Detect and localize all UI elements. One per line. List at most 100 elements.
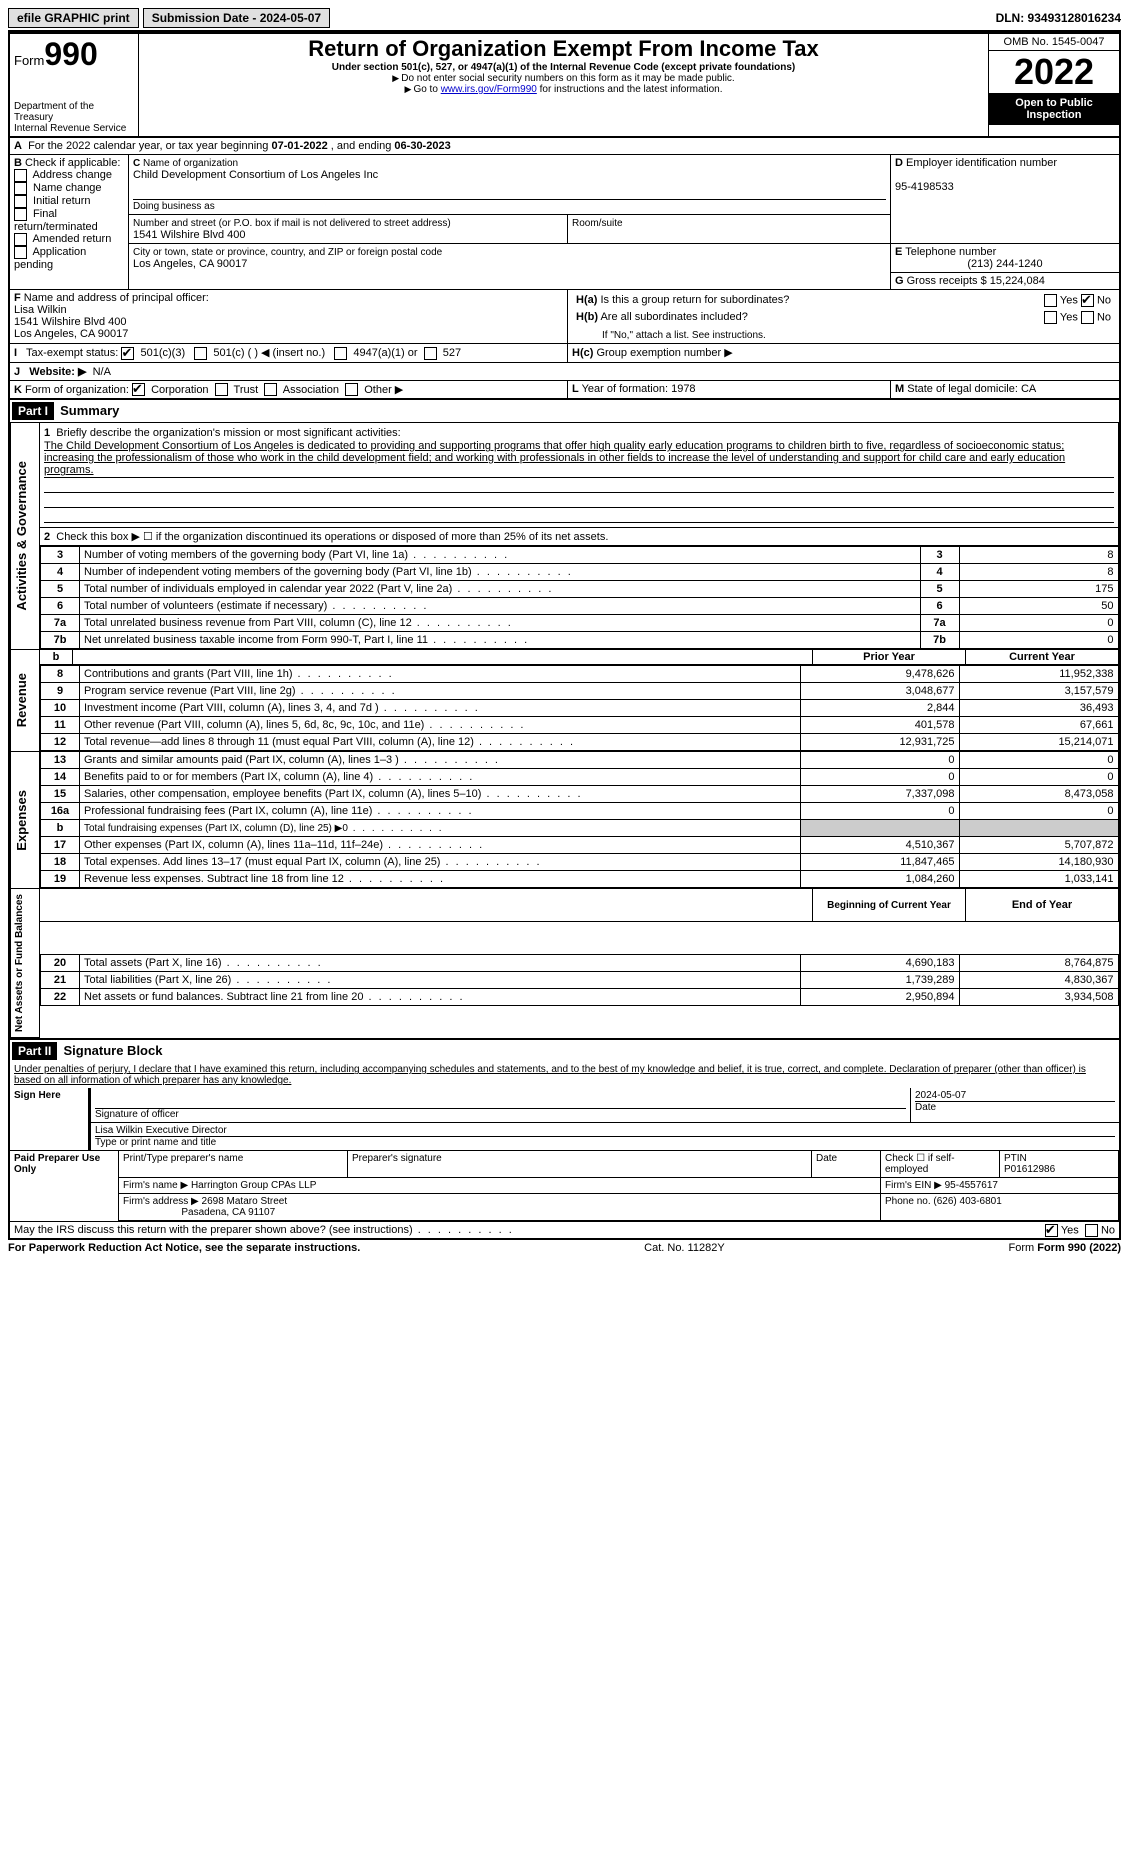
discuss-text: May the IRS discuss this return with the… [14, 1224, 413, 1236]
form-number: 990 [44, 36, 97, 72]
website-value: N/A [93, 366, 111, 378]
firm-ein-value: 95-4557617 [945, 1180, 998, 1191]
527-checkbox[interactable] [424, 347, 437, 360]
side-exp: Expenses [12, 786, 31, 855]
discuss-no-checkbox[interactable] [1085, 1224, 1098, 1237]
trust-checkbox[interactable] [215, 383, 228, 396]
boxb-checkbox[interactable] [14, 208, 27, 221]
city-value: Los Angeles, CA 90017 [133, 258, 247, 270]
label-b: B [14, 157, 22, 169]
corp-label: Corporation [151, 384, 208, 396]
hb-yes-checkbox[interactable] [1044, 311, 1057, 324]
efile-button[interactable]: efile GRAPHIC print [8, 8, 139, 28]
h-note: If "No," attach a list. See instructions… [602, 330, 1115, 341]
firm-addr-label: Firm's address ▶ [123, 1196, 199, 1207]
part1-bar: Part I [12, 402, 54, 420]
state-value: CA [1021, 383, 1036, 395]
hc-text: Group exemption number ▶ [596, 347, 732, 359]
tax-status-label: Tax-exempt status: [26, 347, 118, 359]
firm-name-value: Harrington Group CPAs LLP [191, 1180, 316, 1191]
phone-label: Telephone number [905, 246, 996, 258]
phone-value: (213) 244-1240 [895, 258, 1115, 270]
col-b: b [40, 650, 73, 665]
header-table: Form990 Department of the Treasury Inter… [8, 32, 1121, 138]
firm-addr1: 2698 Mataro Street [202, 1196, 288, 1207]
officer-city: Los Angeles, CA 90017 [14, 328, 128, 340]
year-form-label: Year of formation: [582, 383, 668, 395]
form-title: Return of Organization Exempt From Incom… [143, 36, 984, 62]
ha-text: Is this a group return for subordinates? [600, 294, 789, 306]
form-footer: Form 990 (2022) [1037, 1242, 1121, 1254]
line2-num: 2 [44, 531, 50, 543]
officer-name-title: Lisa Wilkin Executive Director [95, 1125, 227, 1136]
ptin-value: P01612986 [1004, 1164, 1055, 1175]
firm-ein-label: Firm's EIN ▶ [885, 1180, 942, 1191]
boxb-checkbox[interactable] [14, 233, 27, 246]
firm-phone-label: Phone no. [885, 1196, 931, 1207]
assoc-checkbox[interactable] [264, 383, 277, 396]
assoc-label: Association [283, 384, 339, 396]
form-prefix: Form [14, 53, 44, 68]
paid-prep-label: Paid Preparer Use Only [10, 1151, 119, 1221]
side-net: Net Assets or Fund Balances [12, 890, 27, 1036]
submission-date-button[interactable]: Submission Date - 2024-05-07 [143, 8, 330, 28]
hb-no-checkbox[interactable] [1081, 311, 1094, 324]
officer-name: Lisa Wilkin [14, 304, 67, 316]
name-label: Name of organization [143, 158, 238, 169]
501c-label: 501(c) ( ) ◀ (insert no.) [213, 347, 325, 359]
4947-label: 4947(a)(1) or [353, 347, 417, 359]
form-subtitle: Under section 501(c), 527, or 4947(a)(1)… [143, 62, 984, 73]
ein-value: 95-4198533 [895, 181, 954, 193]
trust-label: Trust [234, 384, 259, 396]
state-label: State of legal domicile: [907, 383, 1018, 395]
side-rev: Revenue [12, 669, 31, 731]
form990-link[interactable]: www.irs.gov/Form990 [441, 84, 537, 95]
street-value: 1541 Wilshire Blvd 400 [133, 229, 246, 241]
officer-label: Name and address of principal officer: [24, 292, 209, 304]
pra-notice: For Paperwork Reduction Act Notice, see … [8, 1242, 360, 1254]
label-f: F [14, 292, 21, 304]
boxb-checkbox[interactable] [14, 182, 27, 195]
ha-no-checkbox[interactable] [1081, 294, 1094, 307]
entity-info-table: B Check if applicable: Address change Na… [8, 154, 1121, 400]
note2-pre: Go to [413, 84, 440, 95]
officer-street: 1541 Wilshire Blvd 400 [14, 316, 127, 328]
501c3-checkbox[interactable] [121, 347, 134, 360]
part1-title: Summary [60, 403, 119, 418]
label-a: A [14, 140, 22, 152]
ha-yes-checkbox[interactable] [1044, 294, 1057, 307]
firm-name-label: Firm's name ▶ [123, 1180, 188, 1191]
period-pre: For the 2022 calendar year, or tax year … [28, 140, 271, 152]
label-hb: H(b) [576, 311, 598, 323]
open-public-badge: Open to Public Inspection [989, 93, 1119, 125]
boxb-checkbox[interactable] [14, 195, 27, 208]
discuss-yes-checkbox[interactable] [1045, 1224, 1058, 1237]
period-mid: , and ending [331, 140, 395, 152]
boxb-label: Check if applicable: [25, 157, 120, 169]
label-e: E [895, 246, 902, 258]
form-footer-label: Form [1009, 1242, 1038, 1254]
col-eoy: End of Year [966, 889, 1119, 922]
4947-checkbox[interactable] [334, 347, 347, 360]
527-label: 527 [443, 347, 461, 359]
label-hc: H(c) [572, 347, 593, 359]
firm-addr2: Pasadena, CA 91107 [181, 1207, 275, 1218]
corp-checkbox[interactable] [132, 383, 145, 396]
label-c: C [133, 158, 140, 169]
boxb-checkbox[interactable] [14, 169, 27, 182]
period-begin: 07-01-2022 [271, 140, 327, 152]
ptin-label: PTIN [1004, 1153, 1027, 1164]
street-label: Number and street (or P.O. box if mail i… [133, 218, 451, 229]
sig-officer-label: Signature of officer [95, 1108, 906, 1120]
no-label2: No [1097, 311, 1111, 323]
label-ha: H(a) [576, 294, 597, 306]
boxb-checkbox[interactable] [14, 246, 27, 259]
gross-value: 15,224,084 [990, 275, 1045, 287]
sign-here-label: Sign Here [10, 1088, 90, 1150]
discuss-no: No [1101, 1225, 1115, 1237]
501c-checkbox[interactable] [194, 347, 207, 360]
label-j: J [14, 366, 20, 378]
dba-label: Doing business as [133, 201, 215, 212]
other-checkbox[interactable] [345, 383, 358, 396]
page-footer: For Paperwork Reduction Act Notice, see … [8, 1242, 1121, 1254]
